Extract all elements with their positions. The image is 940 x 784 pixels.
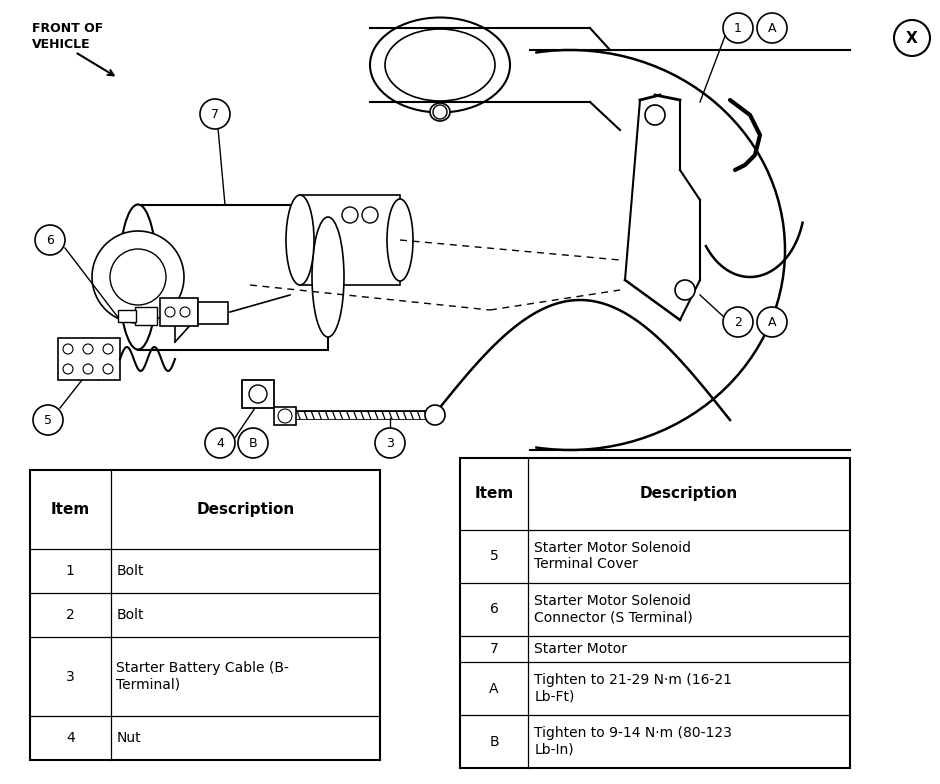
Ellipse shape — [119, 205, 157, 350]
Ellipse shape — [312, 217, 344, 337]
Circle shape — [83, 344, 93, 354]
Bar — [274, 407, 296, 425]
Text: A: A — [768, 21, 776, 34]
Text: A: A — [768, 315, 776, 328]
Circle shape — [165, 307, 175, 317]
Circle shape — [35, 225, 65, 255]
Circle shape — [180, 307, 190, 317]
Circle shape — [205, 428, 235, 458]
Text: B: B — [490, 735, 499, 749]
Text: B: B — [249, 437, 258, 449]
Text: Item: Item — [51, 502, 90, 517]
Text: 1: 1 — [734, 21, 742, 34]
Bar — [58, 338, 120, 380]
Text: 1: 1 — [66, 564, 74, 578]
Text: Tighten to 21-29 N·m (16-21
Lb-Ft): Tighten to 21-29 N·m (16-21 Lb-Ft) — [534, 673, 732, 704]
Text: Tighten to 9-14 N·m (80-123
Lb-In): Tighten to 9-14 N·m (80-123 Lb-In) — [534, 726, 732, 757]
Text: Bolt: Bolt — [117, 608, 144, 622]
Text: 3: 3 — [66, 670, 74, 684]
Circle shape — [33, 405, 63, 435]
Ellipse shape — [370, 17, 510, 112]
Circle shape — [375, 428, 405, 458]
Text: FRONT OF
VEHICLE: FRONT OF VEHICLE — [32, 22, 103, 51]
Ellipse shape — [286, 195, 314, 285]
Text: Description: Description — [196, 502, 294, 517]
Circle shape — [757, 13, 787, 43]
Text: Starter Motor Solenoid
Connector (S Terminal): Starter Motor Solenoid Connector (S Term… — [534, 593, 693, 624]
Text: Bolt: Bolt — [117, 564, 144, 578]
Text: 7: 7 — [490, 642, 498, 655]
Circle shape — [894, 20, 930, 56]
Text: 5: 5 — [490, 549, 498, 563]
Circle shape — [362, 207, 378, 223]
Text: X: X — [906, 31, 917, 45]
Text: 7: 7 — [211, 107, 219, 121]
Text: 5: 5 — [44, 413, 52, 426]
Circle shape — [278, 409, 292, 423]
Text: Starter Motor Solenoid
Terminal Cover: Starter Motor Solenoid Terminal Cover — [534, 541, 691, 572]
Circle shape — [249, 385, 267, 403]
Circle shape — [63, 344, 73, 354]
Circle shape — [63, 364, 73, 374]
Circle shape — [425, 405, 445, 425]
Bar — [30, 470, 380, 760]
Text: 3: 3 — [386, 437, 394, 449]
Text: 4: 4 — [216, 437, 224, 449]
Circle shape — [342, 207, 358, 223]
Text: A: A — [490, 681, 499, 695]
Circle shape — [645, 105, 665, 125]
Circle shape — [103, 344, 113, 354]
Circle shape — [103, 364, 113, 374]
Bar — [300, 195, 400, 285]
Bar — [198, 302, 228, 324]
Circle shape — [110, 249, 166, 305]
Text: 6: 6 — [490, 602, 498, 616]
Text: Starter Motor: Starter Motor — [534, 642, 627, 655]
Circle shape — [757, 307, 787, 337]
Text: 4: 4 — [66, 731, 74, 745]
Circle shape — [723, 13, 753, 43]
Text: 2: 2 — [66, 608, 74, 622]
Bar — [138, 205, 328, 350]
Bar — [160, 298, 198, 326]
Circle shape — [83, 364, 93, 374]
Text: 2: 2 — [734, 315, 742, 328]
Bar — [118, 310, 136, 322]
Bar — [242, 380, 274, 408]
Ellipse shape — [387, 199, 413, 281]
Circle shape — [238, 428, 268, 458]
Bar — [460, 458, 850, 768]
Bar — [135, 307, 157, 325]
Circle shape — [92, 231, 184, 323]
Circle shape — [675, 280, 695, 300]
Text: Description: Description — [640, 486, 738, 501]
Circle shape — [433, 105, 447, 119]
Text: Item: Item — [475, 486, 514, 501]
Ellipse shape — [385, 29, 495, 101]
Text: Starter Battery Cable (B-
Terminal): Starter Battery Cable (B- Terminal) — [117, 661, 290, 692]
Ellipse shape — [430, 103, 450, 121]
Circle shape — [723, 307, 753, 337]
Text: Nut: Nut — [117, 731, 141, 745]
Text: 6: 6 — [46, 234, 54, 246]
Circle shape — [200, 99, 230, 129]
